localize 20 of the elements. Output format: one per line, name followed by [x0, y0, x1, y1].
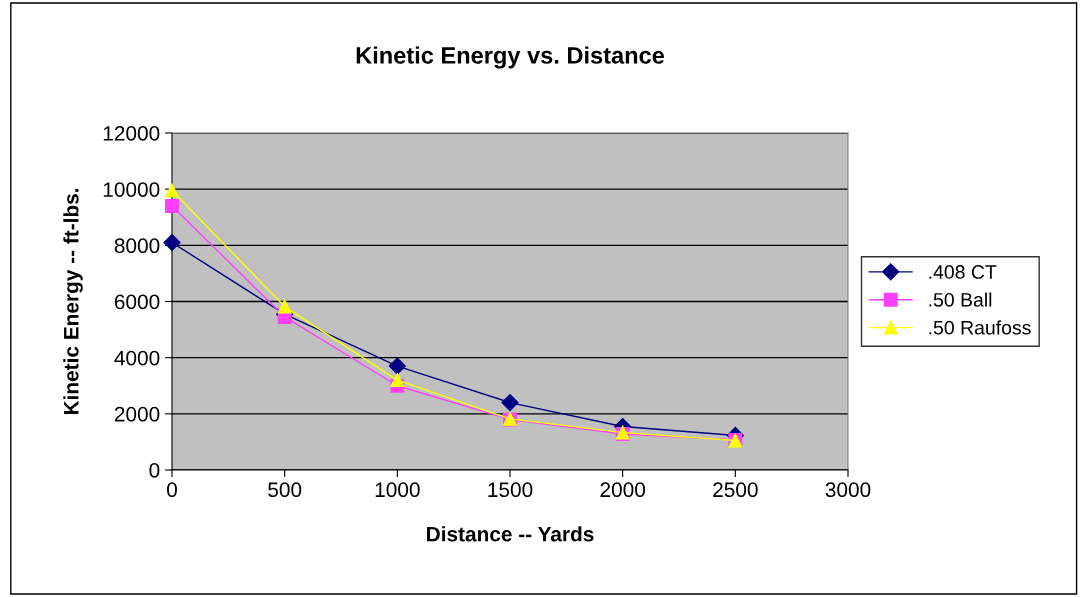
legend-label: .50 Ball — [929, 292, 992, 307]
y-tick-label: 8000 — [114, 238, 160, 254]
y-tick-label: 6000 — [114, 294, 160, 310]
y-tick-label: 4000 — [114, 350, 160, 366]
x-axis-title: Distance -- Yards — [427, 526, 594, 542]
x-tick-label: 2500 — [713, 482, 758, 498]
y-tick-label: 10000 — [103, 182, 160, 197]
chart-title: Kinetic Energy vs. Distance — [356, 46, 665, 69]
y-tick-label: 2000 — [114, 406, 160, 422]
x-tick-label: 2000 — [600, 482, 646, 498]
legend-label: .408 CT — [929, 265, 997, 279]
x-tick-label: 1000 — [375, 482, 420, 498]
y-axis-title: Kinetic Energy -- ft-lbs. — [63, 188, 83, 415]
legend-label: .50 Raufoss — [929, 320, 1031, 335]
y-tick-label: 12000 — [103, 126, 160, 141]
x-tick-label: 1500 — [488, 482, 533, 498]
x-tick-label: 0 — [167, 482, 177, 498]
x-tick-label: 3000 — [825, 482, 871, 498]
x-tick-label: 500 — [268, 482, 302, 498]
y-tick-label: 0 — [149, 463, 160, 478]
